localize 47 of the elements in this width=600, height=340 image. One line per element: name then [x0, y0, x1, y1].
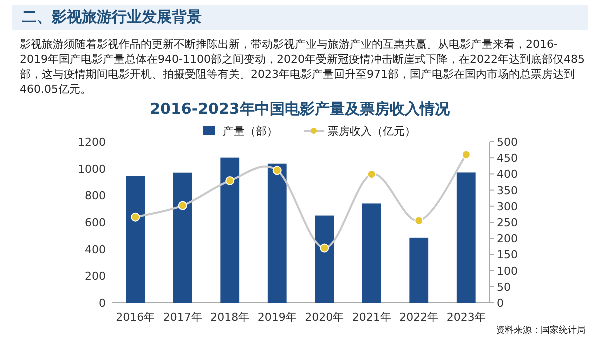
- x-tick-label: 2020年: [305, 311, 344, 324]
- y-tick-label: 1000: [78, 162, 106, 176]
- bar: [410, 238, 429, 303]
- y2-tick-label: 250: [497, 216, 518, 230]
- x-tick-label: 2021年: [352, 311, 392, 324]
- bar: [315, 216, 334, 303]
- point: [462, 150, 471, 160]
- x-tick-label: 2022年: [400, 311, 439, 324]
- bar: [173, 172, 192, 303]
- text: 二、影视旅游行业发展背景: [12, 5, 588, 30]
- point: [272, 166, 282, 176]
- y2-tick-label: 200: [497, 232, 518, 246]
- legend-label: 产量（部）: [223, 125, 278, 138]
- point: [178, 201, 188, 210]
- y-tick-label: 400: [85, 243, 106, 256]
- y-tick-label: 800: [85, 190, 106, 203]
- y2-tick-label: 50: [497, 280, 511, 294]
- point: [226, 176, 235, 186]
- point: [131, 212, 140, 222]
- bar: [362, 204, 382, 303]
- bar: [268, 164, 287, 303]
- x-tick-label: 2017年: [163, 311, 202, 324]
- y2-tick-label: 350: [497, 184, 518, 198]
- y2-tick-label: 450: [497, 152, 518, 166]
- y2-tick-label: 100: [497, 264, 518, 278]
- y-tick-label: 1200: [78, 136, 106, 149]
- point: [414, 216, 424, 226]
- y-tick-label: 600: [85, 216, 106, 230]
- legend-label: 票房收入（亿元）: [328, 125, 416, 138]
- x-tick-label: 2019年: [258, 311, 297, 324]
- y2-tick-label: 150: [497, 248, 518, 262]
- y2-tick-label: 500: [497, 136, 518, 149]
- x-tick-label: 2018年: [210, 311, 250, 324]
- text: 资料来源：国家统计局: [496, 324, 586, 337]
- text: 影视旅游须随着影视作品的更新不断推陈出新，带动影视产业与旅游产业的互惠共赢。从电影产量来看，2016-2019年国产电影产量总体在940-1100部之间变动，2020年受新冠疫情冲击断崖式下降，在2022年达到底部仅485部，这与疫情期间电影开机、拍摄受阻等有关。2023年电影产量回升至971部，国产电影在国内市场的总票房达到460.05亿元。: [20, 37, 585, 97]
- y2-tick-label: 300: [497, 200, 518, 214]
- y2-tick-label: 400: [497, 168, 518, 182]
- x-tick-label: 2023年: [446, 311, 486, 324]
- y-tick-label: 200: [85, 270, 106, 284]
- x-tick-label: 2016年: [116, 311, 156, 324]
- y-tick-label: 0: [99, 297, 106, 310]
- y2-tick-label: 0: [497, 297, 504, 310]
- bar: [456, 172, 476, 303]
- bar: [220, 158, 240, 303]
- point: [320, 244, 330, 253]
- bar: [126, 176, 146, 303]
- chart-title: 2016-2023年中国电影产量及票房收入情况: [150, 100, 451, 118]
